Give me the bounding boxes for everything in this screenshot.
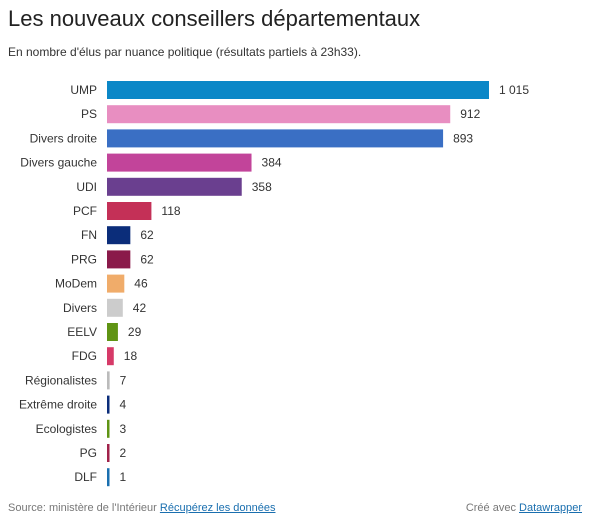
value-label-divers-droite: 893 (453, 131, 473, 145)
category-label-divers: Divers (63, 301, 97, 315)
bar-divers-droite (107, 129, 444, 148)
value-label-modem: 46 (134, 277, 148, 291)
bar-divers (107, 298, 123, 317)
category-label-ump: UMP (70, 83, 97, 97)
footer-credit: Créé avec Datawrapper (466, 502, 582, 514)
category-label-ps: PS (81, 107, 97, 121)
value-label-pcf: 118 (161, 204, 180, 218)
category-label-udi: UDI (76, 180, 97, 194)
value-label-fdg: 18 (124, 349, 138, 363)
value-label-eelv: 29 (128, 325, 142, 339)
category-label-dlf: DLF (74, 470, 97, 484)
category-label-pcf: PCF (73, 204, 97, 218)
bar-fn (107, 226, 131, 245)
source-label: Source: ministère de l'Intérieur (8, 502, 157, 514)
footer-source: Source: ministère de l'Intérieur Récupér… (8, 502, 275, 514)
category-label-extreme-droite: Extrême droite (19, 398, 97, 412)
value-label-extreme-droite: 4 (120, 398, 127, 412)
category-label-fdg: FDG (72, 349, 97, 363)
bar-extreme-droite (107, 395, 110, 414)
chart-title: Les nouveaux conseillers départementaux (8, 6, 421, 31)
bar-ps (107, 105, 451, 124)
credit-label: Créé avec (465, 502, 516, 514)
category-label-eelv: EELV (67, 325, 97, 339)
bar-fdg (107, 347, 114, 366)
download-data-link[interactable]: Récupérez les données (159, 502, 276, 514)
chart-subtitle: En nombre d'élus par nuance politique (r… (8, 45, 362, 59)
value-label-ps: 912 (460, 107, 480, 121)
value-label-divers-gauche: 384 (262, 156, 282, 170)
bar-regionalistes (107, 371, 110, 390)
category-label-regionalistes: Régionalistes (25, 373, 97, 387)
bar-prg (107, 250, 131, 269)
category-label-divers-droite: Divers droite (30, 131, 98, 145)
category-label-prg: PRG (71, 252, 97, 266)
bar-modem (107, 274, 125, 293)
bar-ump (107, 81, 489, 99)
category-label-pg: PG (80, 446, 97, 460)
bar-eelv (107, 323, 118, 341)
bar-divers-gauche (107, 153, 252, 172)
category-label-divers-gauche: Divers gauche (20, 156, 97, 170)
value-label-ump: 1 015 (499, 83, 529, 97)
value-label-udi: 358 (252, 180, 272, 194)
value-label-dlf: 1 (120, 470, 127, 484)
category-label-ecologistes: Ecologistes (36, 422, 97, 436)
bar-chart: UMP 1 015 PS 912 Divers droite 893 Divers gauc… (19, 81, 529, 487)
bar-dlf (107, 468, 110, 487)
category-label-modem: MoDem (55, 277, 97, 291)
bar-ecologistes (107, 419, 110, 438)
value-label-divers: 42 (133, 301, 147, 315)
bar-pg (107, 444, 110, 462)
category-label-fn: FN (81, 228, 97, 242)
datawrapper-link[interactable]: Datawrapper (519, 502, 582, 514)
value-label-prg: 62 (140, 252, 154, 266)
value-label-fn: 62 (140, 228, 154, 242)
bar-pcf (107, 202, 152, 220)
value-label-regionalistes: 7 (120, 373, 127, 387)
bar-udi (107, 177, 242, 196)
value-label-pg: 2 (120, 446, 127, 460)
value-label-ecologistes: 3 (120, 422, 127, 436)
